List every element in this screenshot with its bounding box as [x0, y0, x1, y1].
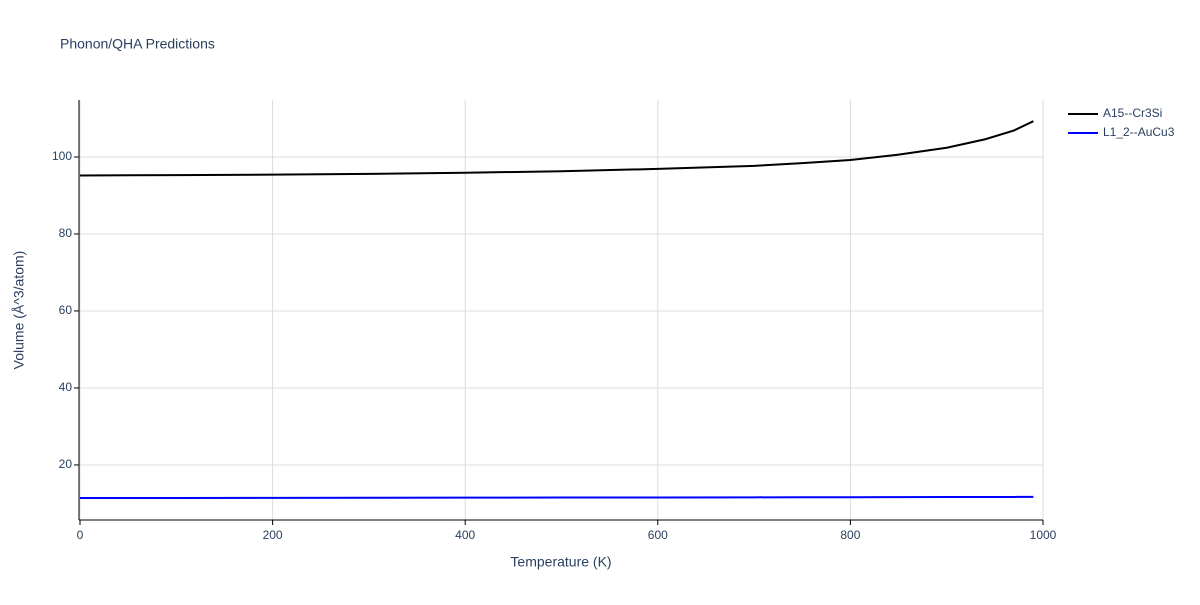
series-line	[79, 495, 1034, 500]
legend-label: L1_2--AuCu3	[1103, 125, 1175, 139]
x-tick-label: 1000	[1030, 528, 1057, 542]
chart-title: Phonon/QHA Predictions	[60, 36, 215, 52]
legend-label: A15--Cr3Si	[1103, 106, 1162, 120]
y-tick-label: 60	[59, 303, 73, 317]
x-tick-label: 600	[648, 528, 668, 542]
y-tick-label: 80	[59, 226, 73, 240]
x-tick-label: 0	[77, 528, 84, 542]
series-line	[79, 120, 1034, 177]
legend: A15--Cr3Si L1_2--AuCu3	[1068, 106, 1175, 139]
y-axis-title: Volume (Å^3/atom)	[11, 251, 27, 370]
y-tick-label: 40	[59, 380, 73, 394]
x-tick-label: 400	[455, 528, 475, 542]
x-tick-label: 800	[840, 528, 860, 542]
grid	[79, 100, 1044, 520]
y-tick-label: 20	[59, 457, 73, 471]
y-tick-label: 100	[52, 149, 72, 163]
x-tick-label: 200	[263, 528, 283, 542]
x-axis-title: Temperature (K)	[510, 554, 611, 570]
plot-area	[79, 120, 1034, 500]
